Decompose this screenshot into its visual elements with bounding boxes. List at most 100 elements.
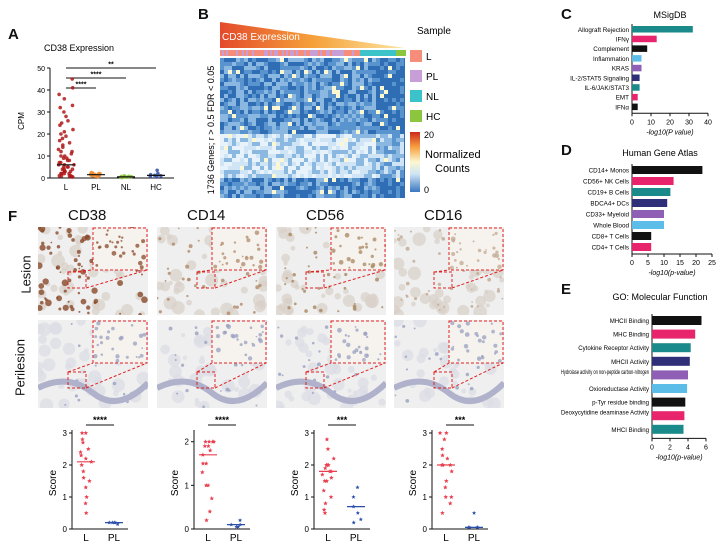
- stained-cell: [434, 352, 439, 356]
- heatmap-cell: [352, 102, 356, 106]
- heatmap-cell: [400, 182, 404, 186]
- score-point-perilesion: [358, 517, 363, 522]
- heatmap-cell: [252, 186, 256, 190]
- heatmap-cell: [252, 174, 256, 178]
- heatmap-cell: [344, 98, 348, 102]
- inset-stained-cell: [354, 326, 357, 328]
- heatmap-cell: [284, 134, 288, 138]
- panel_e-xlabel: -log10(p-value): [655, 454, 702, 461]
- score-point-lesion: [78, 449, 83, 455]
- heatmap-cell: [372, 154, 376, 158]
- heatmap-cell: [352, 106, 356, 110]
- heatmap-cell: [224, 138, 228, 142]
- heatmap-cell: [236, 78, 240, 82]
- heatmap-cell: [340, 158, 344, 162]
- stained-cell: [304, 309, 308, 313]
- heatmap-cell: [332, 166, 336, 170]
- heatmap-cell: [328, 154, 332, 158]
- heatmap-cell: [312, 82, 316, 86]
- score-point-lesion: [322, 510, 328, 515]
- heatmap-cell: [292, 142, 296, 146]
- heatmap-cell: [284, 98, 288, 102]
- heatmap-cell: [380, 158, 384, 162]
- sample-bar-cell: [398, 50, 400, 56]
- heatmap-cell: [236, 166, 240, 170]
- heatmap-cell: [296, 146, 300, 150]
- stained-cell: [287, 306, 291, 310]
- heatmap-cell: [264, 82, 268, 86]
- score-point-lesion: [200, 469, 205, 475]
- stained-cell: [240, 363, 244, 367]
- stained-cell: [68, 231, 70, 234]
- heatmap-cell: [244, 174, 248, 178]
- heatmap-cell: [356, 154, 360, 158]
- panel_c-category-label: IL-6/JAK/STAT3: [584, 85, 629, 92]
- heatmap-cell: [292, 126, 296, 130]
- heatmap-cell: [248, 174, 252, 178]
- heatmap-cell: [312, 74, 316, 78]
- panel_c-category-label: Complement: [593, 46, 629, 53]
- stained-cell: [400, 298, 403, 301]
- heatmap-cell: [280, 150, 284, 154]
- heatmap-cell: [280, 158, 284, 162]
- heatmap-cell: [264, 114, 268, 118]
- tissue-texture: [294, 337, 305, 348]
- heatmap-cell: [256, 166, 260, 170]
- heatmap-cell: [332, 58, 336, 62]
- panel_c-xtick-label: 20: [666, 119, 674, 126]
- heatmap-cell: [328, 138, 332, 142]
- inset-stained-cell: [218, 260, 221, 263]
- inset-stained-cell: [378, 262, 384, 267]
- heatmap-cell: [336, 174, 340, 178]
- a-data-point: [70, 103, 75, 108]
- heatmap-cell: [292, 66, 296, 70]
- heatmap-cell: [292, 98, 296, 102]
- inset-stained-cell: [105, 233, 109, 236]
- heatmap-cell: [248, 90, 252, 94]
- heatmap-cell: [224, 142, 228, 146]
- heatmap-cell: [232, 146, 236, 150]
- heatmap-cell: [304, 58, 308, 62]
- heatmap-cell: [240, 94, 244, 98]
- panel_c-xtick-label: 30: [685, 119, 693, 126]
- heatmap-cell: [232, 186, 236, 190]
- sample-bar-cell: [236, 50, 238, 56]
- heatmap-cell: [256, 74, 260, 78]
- heatmap-cell: [288, 74, 292, 78]
- heatmap-cell: [284, 158, 288, 162]
- heatmap-cell: [368, 102, 372, 106]
- heatmap-cell: [324, 114, 328, 118]
- inset-stained-cell: [100, 353, 104, 356]
- heatmap-cell: [364, 86, 368, 90]
- heatmap-cell: [252, 194, 256, 198]
- heatmap-cell: [248, 194, 252, 198]
- tissue-texture: [342, 294, 355, 307]
- panel_d-category-label: CD14+ Monos: [589, 168, 629, 175]
- a-category-label: NL: [121, 183, 132, 192]
- tissue-texture: [402, 349, 414, 361]
- heatmap-cell: [252, 150, 256, 154]
- heatmap-cell: [240, 126, 244, 130]
- heatmap-cell: [356, 150, 360, 154]
- heatmap-cell: [256, 142, 260, 146]
- heatmap-cell: [240, 170, 244, 174]
- heatmap-cell: [336, 82, 340, 86]
- heatmap-cell: [240, 130, 244, 134]
- inset-stained-cell: [120, 239, 123, 242]
- heatmap-cell: [264, 134, 268, 138]
- heatmap-cell: [328, 170, 332, 174]
- scale-min-label: 0: [424, 185, 429, 195]
- tissue-texture: [473, 305, 487, 315]
- heatmap-cell: [272, 106, 276, 110]
- heatmap-cell: [228, 150, 232, 154]
- heatmap-cell: [296, 158, 300, 162]
- heatmap-cell: [248, 106, 252, 110]
- score-point-lesion: [322, 465, 328, 471]
- heatmap-cell: [396, 186, 400, 190]
- heatmap-cell: [316, 162, 320, 166]
- heatmap-cell: [268, 166, 272, 170]
- stained-cell: [404, 355, 408, 358]
- heatmap-cell: [320, 94, 324, 98]
- tissue-texture: [169, 268, 183, 282]
- tissue-texture: [186, 299, 192, 306]
